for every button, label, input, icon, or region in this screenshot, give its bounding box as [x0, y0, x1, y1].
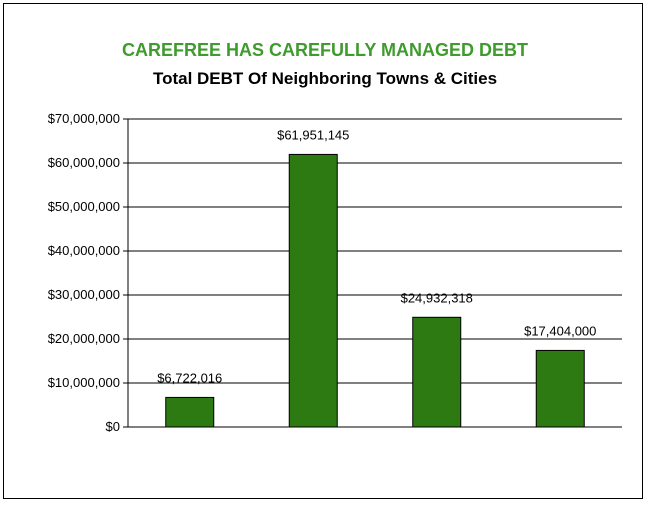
- y-tick-label: $0: [106, 419, 120, 434]
- chart-title: CAREFREE HAS CAREFULLY MANAGED DEBT: [121, 40, 529, 60]
- y-tick-label: $70,000,000: [48, 111, 120, 126]
- data-label: $6,722,016: [157, 370, 222, 385]
- bar: [535, 349, 585, 428]
- chart-subtitle: Total DEBT Of Neighboring Towns & Cities: [152, 69, 498, 88]
- data-label: $61,951,145: [277, 127, 349, 142]
- data-label: $17,404,000: [524, 323, 596, 338]
- y-tick-label: $60,000,000: [48, 155, 120, 170]
- bar: [412, 316, 462, 428]
- y-tick-label: $50,000,000: [48, 199, 120, 214]
- bar: [288, 153, 338, 428]
- y-tick-label: $20,000,000: [48, 331, 120, 346]
- y-tick-label: $40,000,000: [48, 243, 120, 258]
- y-tick-label: $30,000,000: [48, 287, 120, 302]
- y-tick-label: $10,000,000: [48, 375, 120, 390]
- bar: [165, 396, 215, 428]
- data-label: $24,932,318: [401, 290, 473, 305]
